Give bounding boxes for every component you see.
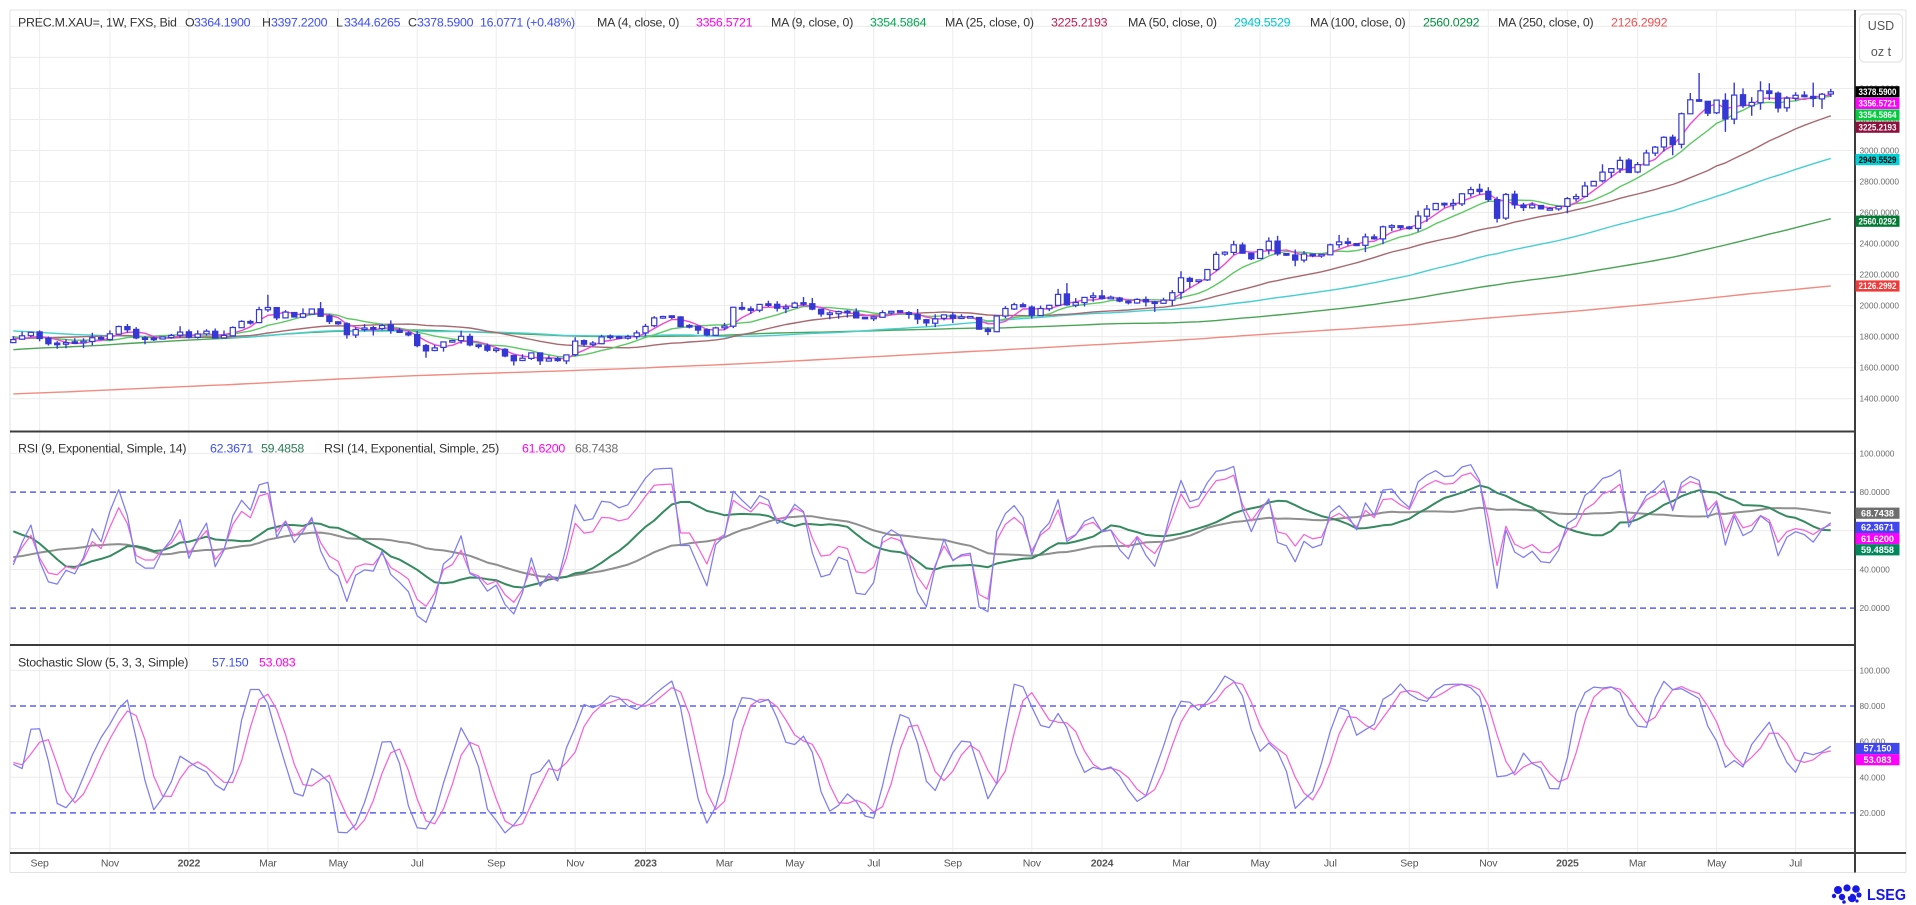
svg-text:40.0000: 40.0000: [1860, 565, 1891, 575]
svg-text:Mar: Mar: [1172, 858, 1190, 870]
svg-text:3000.0000: 3000.0000: [1860, 146, 1900, 156]
svg-text:59.4858: 59.4858: [1861, 545, 1894, 555]
svg-text:1800.0000: 1800.0000: [1860, 332, 1900, 342]
svg-text:MA (250, close, 0): MA (250, close, 0): [1498, 16, 1593, 30]
svg-text:60.000: 60.000: [1860, 737, 1886, 747]
svg-text:Mar: Mar: [259, 858, 277, 870]
svg-text:61.6200: 61.6200: [522, 442, 565, 456]
svg-text:20.0000: 20.0000: [1860, 603, 1891, 613]
svg-text:Nov: Nov: [566, 858, 585, 870]
svg-text:Sep: Sep: [31, 858, 49, 870]
svg-text:LSEG: LSEG: [1867, 887, 1906, 904]
svg-text:53.083: 53.083: [259, 656, 296, 670]
svg-text:1600.0000: 1600.0000: [1860, 363, 1900, 373]
svg-text:3225.2193: 3225.2193: [1051, 16, 1108, 30]
svg-text:40.000: 40.000: [1860, 772, 1886, 782]
svg-text:Nov: Nov: [1023, 858, 1042, 870]
svg-text:1400.0000: 1400.0000: [1860, 394, 1900, 404]
svg-text:2024: 2024: [1091, 858, 1114, 870]
svg-text:3225.2193: 3225.2193: [1859, 122, 1897, 132]
svg-text:62.3671: 62.3671: [210, 442, 253, 456]
svg-text:80.000: 80.000: [1860, 701, 1886, 711]
svg-text:RSI (9, Exponential, Simple, 1: RSI (9, Exponential, Simple, 14): [18, 442, 186, 456]
svg-text:Jul: Jul: [411, 858, 424, 870]
svg-text:3378.5900: 3378.5900: [417, 16, 474, 30]
svg-text:2400.0000: 2400.0000: [1860, 239, 1900, 249]
svg-text:59.4858: 59.4858: [261, 442, 304, 456]
svg-text:68.7438: 68.7438: [575, 442, 618, 456]
svg-text:3356.5721: 3356.5721: [1859, 99, 1897, 109]
svg-text:Jul: Jul: [1324, 858, 1337, 870]
svg-text:2023: 2023: [634, 858, 657, 870]
svg-text:Jul: Jul: [867, 858, 880, 870]
svg-text:3354.5864: 3354.5864: [870, 16, 927, 30]
svg-text:MA (50, close, 0): MA (50, close, 0): [1128, 16, 1217, 30]
svg-text:Sep: Sep: [487, 858, 505, 870]
svg-text:H: H: [262, 16, 271, 30]
svg-text:80.0000: 80.0000: [1860, 487, 1891, 497]
svg-text:MA (25, close, 0): MA (25, close, 0): [945, 16, 1034, 30]
svg-text:USD: USD: [1868, 19, 1894, 33]
svg-text:100.0000: 100.0000: [1860, 448, 1895, 458]
svg-text:Nov: Nov: [1479, 858, 1498, 870]
svg-text:57.150: 57.150: [212, 656, 249, 670]
svg-text:May: May: [1707, 858, 1727, 870]
svg-text:C: C: [408, 16, 417, 30]
svg-text:RSI (14, Exponential, Simple,: RSI (14, Exponential, Simple, 25): [324, 442, 499, 456]
svg-text:100.000: 100.000: [1860, 665, 1891, 675]
svg-text:2600.0000: 2600.0000: [1860, 208, 1900, 218]
svg-text:O: O: [185, 16, 195, 30]
svg-text:2560.0292: 2560.0292: [1859, 216, 1897, 226]
svg-text:2949.5529: 2949.5529: [1859, 155, 1897, 165]
svg-text:3354.5864: 3354.5864: [1859, 110, 1897, 120]
svg-text:3356.5721: 3356.5721: [696, 16, 753, 30]
svg-text:2126.2992: 2126.2992: [1859, 281, 1897, 291]
svg-text:May: May: [785, 858, 805, 870]
svg-text:2025: 2025: [1556, 858, 1579, 870]
svg-text:3378.5900: 3378.5900: [1859, 87, 1897, 97]
svg-text:20.000: 20.000: [1860, 808, 1886, 818]
svg-text:MA (100, close, 0): MA (100, close, 0): [1310, 16, 1405, 30]
svg-text:May: May: [1250, 858, 1270, 870]
svg-text:2949.5529: 2949.5529: [1234, 16, 1291, 30]
svg-text:Sep: Sep: [1400, 858, 1418, 870]
svg-text:Jul: Jul: [1789, 858, 1802, 870]
svg-text:Nov: Nov: [101, 858, 120, 870]
svg-text:2800.0000: 2800.0000: [1860, 177, 1900, 187]
svg-text:MA (4, close, 0): MA (4, close, 0): [597, 16, 679, 30]
svg-text:Stochastic Slow (5, 3, 3, Simp: Stochastic Slow (5, 3, 3, Simple): [18, 656, 188, 670]
svg-text:2200.0000: 2200.0000: [1860, 270, 1900, 280]
svg-text:2022: 2022: [178, 858, 201, 870]
svg-text:16.0771 (+0.48%): 16.0771 (+0.48%): [480, 16, 575, 30]
svg-text:Mar: Mar: [1629, 858, 1647, 870]
svg-text:68.7438: 68.7438: [1861, 508, 1894, 518]
svg-text:2126.2992: 2126.2992: [1611, 16, 1668, 30]
svg-text:53.083: 53.083: [1864, 755, 1892, 765]
svg-text:3344.6265: 3344.6265: [344, 16, 401, 30]
svg-text:3364.1900: 3364.1900: [194, 16, 251, 30]
svg-text:MA (9, close, 0): MA (9, close, 0): [771, 16, 853, 30]
svg-text:61.6200: 61.6200: [1861, 534, 1894, 544]
svg-text:May: May: [329, 858, 349, 870]
svg-text:Mar: Mar: [716, 858, 734, 870]
svg-text:62.3671: 62.3671: [1861, 523, 1894, 533]
svg-text:2000.0000: 2000.0000: [1860, 301, 1900, 311]
svg-text:Sep: Sep: [944, 858, 962, 870]
svg-text:3397.2200: 3397.2200: [271, 16, 328, 30]
svg-text:57.150: 57.150: [1864, 744, 1892, 754]
svg-text:oz t: oz t: [1871, 45, 1892, 59]
svg-text:L: L: [336, 16, 343, 30]
svg-text:2560.0292: 2560.0292: [1423, 16, 1480, 30]
svg-text:PREC.M.XAU=, 1W, FXS, Bid: PREC.M.XAU=, 1W, FXS, Bid: [18, 16, 177, 30]
